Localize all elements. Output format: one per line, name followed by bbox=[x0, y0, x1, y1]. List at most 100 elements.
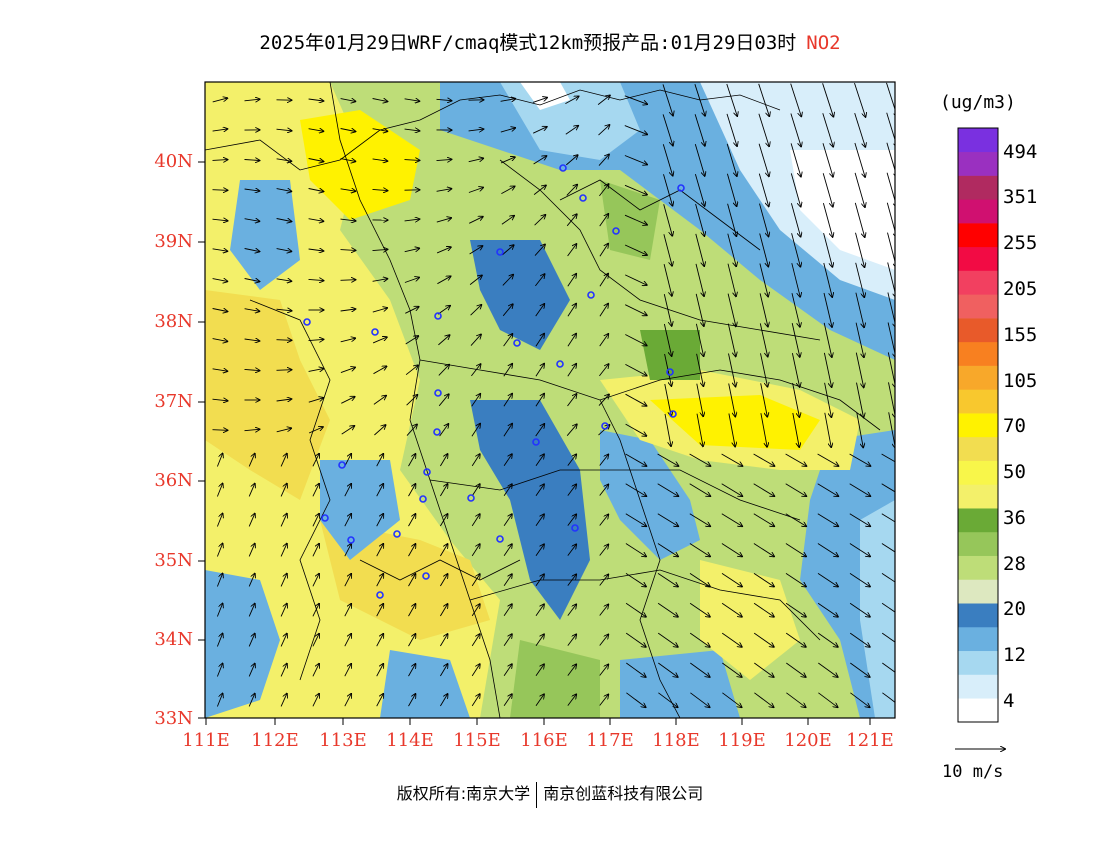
lon-label-113e: 113E bbox=[319, 730, 367, 751]
wind-arrow bbox=[503, 604, 512, 617]
wind-arrow bbox=[722, 662, 741, 677]
wind-arrow bbox=[280, 484, 287, 497]
city-marker bbox=[601, 422, 609, 430]
wind-arrow bbox=[341, 397, 354, 404]
wind-arrow bbox=[785, 513, 806, 527]
wind-arrow bbox=[501, 186, 514, 194]
wind-arrow bbox=[785, 632, 806, 647]
wind-arrow bbox=[599, 214, 609, 227]
wind-arrow bbox=[406, 424, 417, 436]
wind-arrow bbox=[881, 632, 895, 643]
wind-arrow bbox=[502, 275, 513, 286]
wind-arrow bbox=[502, 245, 513, 256]
wind-arrow bbox=[276, 428, 292, 433]
wind-arrow bbox=[760, 383, 768, 416]
wind-arrow bbox=[625, 334, 646, 346]
lat-label-33n: 33N bbox=[154, 708, 193, 729]
wind-arrow bbox=[624, 125, 647, 135]
wind-arrow bbox=[598, 125, 610, 136]
wind-arrow bbox=[437, 276, 450, 285]
wind-arrow bbox=[721, 602, 742, 617]
wind-arrow bbox=[440, 484, 447, 497]
wind-arrow bbox=[854, 202, 864, 237]
wind-arrow bbox=[823, 292, 832, 327]
wind-arrow bbox=[471, 634, 480, 647]
legend-label-4: 4 bbox=[1003, 690, 1015, 712]
wind-arrow bbox=[308, 369, 324, 372]
wind-arrow bbox=[566, 155, 577, 166]
wind-arrow bbox=[625, 274, 647, 285]
wind-arrow bbox=[663, 204, 673, 236]
wind-arrow bbox=[471, 394, 481, 407]
wind-arrow bbox=[759, 263, 768, 297]
city-marker bbox=[467, 494, 475, 502]
wind-arrow bbox=[823, 262, 832, 297]
city-marker bbox=[422, 572, 430, 580]
wind-arrow bbox=[856, 412, 863, 448]
wind-arrow bbox=[657, 602, 678, 617]
city-marker bbox=[321, 514, 329, 522]
wind-arrow bbox=[599, 304, 608, 317]
wind-arrow bbox=[817, 602, 838, 617]
wind-arrow bbox=[440, 664, 447, 677]
wind-arrow bbox=[849, 632, 870, 647]
concentration-field bbox=[205, 82, 895, 718]
wind-arrow bbox=[881, 543, 895, 553]
wind-arrow bbox=[216, 454, 222, 467]
wind-arrow bbox=[625, 364, 646, 375]
wind-arrow bbox=[822, 173, 833, 207]
wind-arrow bbox=[280, 514, 287, 527]
wind-arrow bbox=[567, 574, 576, 586]
wind-arrow bbox=[786, 662, 805, 677]
wind-arrow bbox=[340, 309, 356, 311]
wind-arrow bbox=[753, 602, 774, 617]
wind-arrow bbox=[244, 189, 260, 191]
wind-arrow bbox=[340, 280, 356, 281]
wind-arrow bbox=[372, 279, 388, 282]
copyright-credits: 版权所有:南京大学 南京创蓝科技有限公司 bbox=[0, 780, 1100, 808]
wind-arrow bbox=[312, 634, 319, 647]
wind-arrow bbox=[404, 248, 420, 253]
wind-arrow bbox=[599, 575, 609, 586]
wind-arrow bbox=[535, 304, 545, 317]
wind-arrow bbox=[624, 95, 647, 104]
wind-arrow bbox=[404, 278, 419, 283]
wind-arrow bbox=[657, 483, 679, 496]
wind-arrow bbox=[372, 129, 388, 132]
wind-arrow bbox=[533, 156, 547, 165]
wind-arrow bbox=[533, 185, 546, 195]
wind-arrow bbox=[625, 602, 646, 617]
lon-label-116e: 116E bbox=[520, 730, 568, 751]
wind-arrow bbox=[753, 513, 774, 527]
wind-arrow bbox=[759, 203, 769, 237]
wind-arrow bbox=[344, 694, 351, 707]
wind-arrow bbox=[439, 424, 449, 437]
wind-arrow bbox=[598, 394, 609, 406]
wind-arrow bbox=[849, 573, 870, 586]
legend-label-12: 12 bbox=[1003, 644, 1026, 666]
wind-arrow bbox=[567, 664, 576, 676]
wind-arrow bbox=[888, 412, 895, 447]
credit-separator bbox=[536, 781, 538, 808]
wind-arrow bbox=[280, 604, 287, 617]
wind-arrow bbox=[408, 484, 416, 497]
credit-nanjing-university: 版权所有:南京大学 bbox=[396, 784, 531, 803]
wind-arrow bbox=[340, 367, 355, 374]
wind-arrow bbox=[856, 382, 864, 418]
wind-arrow bbox=[791, 353, 799, 387]
wind-arrow bbox=[625, 393, 647, 406]
wind-arrow bbox=[248, 694, 255, 707]
wind-arrow bbox=[760, 353, 768, 386]
wind-arrow bbox=[785, 483, 807, 496]
legend-label-50: 50 bbox=[1003, 461, 1026, 483]
wind-arrow bbox=[625, 513, 646, 527]
wind-arrow bbox=[567, 244, 577, 257]
wind-arrow bbox=[312, 574, 319, 587]
wind-arrow bbox=[276, 340, 292, 341]
wind-arrow bbox=[436, 159, 452, 160]
wind-arrow bbox=[689, 632, 710, 647]
wind-arrow bbox=[657, 573, 678, 586]
wind-arrow bbox=[599, 364, 608, 377]
wind-arrow bbox=[664, 383, 671, 416]
wind-arrow bbox=[823, 352, 831, 387]
